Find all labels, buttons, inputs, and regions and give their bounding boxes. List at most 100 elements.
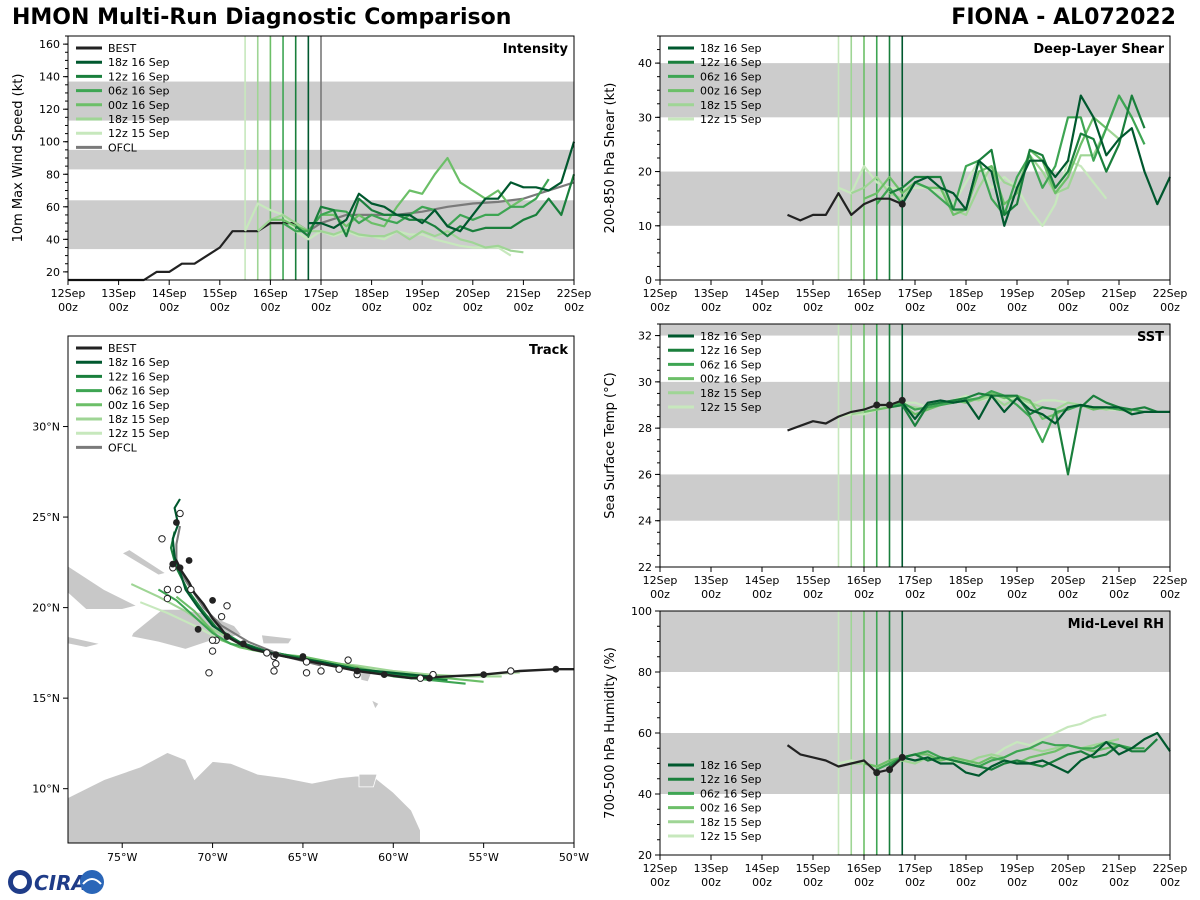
- threshold-band: [660, 324, 1170, 336]
- x-tick-label-day: 18Sep: [354, 287, 389, 300]
- y-tick-label: 28: [638, 422, 652, 435]
- land-trinidad: [358, 773, 378, 788]
- threshold-band: [660, 611, 1170, 672]
- track-position-marker: [176, 509, 184, 518]
- x-tick-label-hour: 00z: [1109, 301, 1129, 314]
- best-track-marker: [552, 665, 560, 673]
- x-tick-label-hour: 00z: [1007, 876, 1027, 889]
- y-axis-label: 700-500 hPa Humidity (%): [603, 647, 618, 819]
- y-tick-label: 160: [39, 38, 60, 51]
- legend-label-00z-16-sep: 00z 16 Sep: [700, 85, 762, 98]
- x-tick-label-hour: 00z: [1007, 301, 1027, 314]
- legend-label-00z-16-sep: 00z 16 Sep: [108, 99, 170, 112]
- x-tick-label-hour: 00z: [650, 301, 670, 314]
- x-tick-label-hour: 00z: [1058, 588, 1078, 601]
- x-tick-label-hour: 00z: [362, 301, 382, 314]
- best-track-marker: [353, 667, 361, 675]
- x-tick-label-day: 19Sep: [1000, 574, 1035, 587]
- x-tick-label-hour: 00z: [1058, 876, 1078, 889]
- legend-label-06z-16-sep: 06z 16 Sep: [700, 70, 762, 83]
- x-tick-label-hour: 00z: [956, 876, 976, 889]
- plot-frame: [67, 335, 575, 844]
- x-tick-label-hour: 00z: [803, 876, 823, 889]
- x-tick-label-day: 15Sep: [202, 287, 237, 300]
- land-martinique: [370, 699, 380, 710]
- x-tick-label-hour: 00z: [752, 876, 772, 889]
- best-track-marker: [223, 633, 231, 640]
- x-tick-label-hour: 00z: [564, 301, 584, 314]
- series-06z-16-sep: [282, 178, 550, 233]
- best-track-marker: [426, 674, 433, 682]
- storm-id-title: FIONA - AL072022: [951, 5, 1176, 30]
- track-map-layer: [68, 498, 574, 843]
- y-tick-label: 20: [46, 266, 60, 279]
- legend-label-12z-16-sep: 12z 16 Sep: [700, 56, 762, 69]
- track-position-marker: [205, 669, 213, 677]
- track-position-marker: [263, 649, 271, 657]
- y-tick-label: 100: [631, 605, 652, 618]
- best-marker: [886, 401, 893, 409]
- x-tick-label-hour: 00z: [803, 301, 823, 314]
- x-tick-label-hour: 00z: [701, 588, 721, 601]
- legend-label-ofcl: OFCL: [108, 441, 138, 454]
- x-tick-label-hour: 00z: [956, 301, 976, 314]
- y-tick-label: 40: [638, 57, 652, 70]
- panel-title: Track: [529, 343, 568, 358]
- best-track-marker: [169, 560, 177, 568]
- x-tick-label-hour: 00z: [311, 301, 331, 314]
- best-track-marker: [239, 640, 247, 648]
- track-position-marker: [302, 658, 311, 666]
- land-south-america: [68, 752, 421, 843]
- series-12z-16-sep: [889, 392, 1158, 476]
- x-tick-label-day: 18Sep: [949, 574, 984, 587]
- x-tick-label-hour: 00z: [650, 876, 670, 889]
- track-position-marker: [158, 535, 166, 543]
- y-tick-label: 26: [638, 468, 652, 481]
- x-tick-label-hour: 00z: [1160, 876, 1180, 889]
- track-position-marker: [187, 585, 195, 594]
- legend-label-18z-16-sep: 18z 16 Sep: [700, 759, 762, 772]
- x-tick-label: 60°W: [378, 851, 408, 864]
- x-tick-label-day: 16Sep: [847, 574, 882, 587]
- x-tick-label-hour: 00z: [1058, 301, 1078, 314]
- panel-title: Deep-Layer Shear: [1033, 42, 1164, 57]
- track-position-marker: [270, 667, 278, 675]
- legend-label-12z-15-sep: 12z 15 Sep: [108, 427, 170, 440]
- x-tick-label-hour: 00z: [58, 301, 78, 314]
- x-tick-label-day: 20Sep: [1051, 862, 1086, 875]
- legend-label-best: BEST: [108, 42, 136, 55]
- x-tick-label-hour: 00z: [463, 301, 483, 314]
- x-tick-label-hour: 00z: [905, 301, 925, 314]
- series-18z-16-sep: [901, 94, 1171, 227]
- series-18z-16-sep: [308, 141, 576, 233]
- y-tick-label: 10°N: [32, 783, 60, 796]
- x-tick-label-hour: 00z: [701, 876, 721, 889]
- y-tick-label: 60: [638, 727, 652, 740]
- x-tick-label-hour: 00z: [701, 301, 721, 314]
- x-tick-label-day: 12Sep: [643, 862, 678, 875]
- legend-label-18z-16-sep: 18z 16 Sep: [700, 330, 762, 343]
- panel-title: SST: [1137, 330, 1164, 345]
- legend-label-00z-16-sep: 00z 16 Sep: [108, 399, 170, 412]
- best-marker: [873, 401, 881, 409]
- x-tick-label-hour: 00z: [514, 301, 534, 314]
- legend-label-12z-16-sep: 12z 16 Sep: [108, 70, 170, 83]
- x-tick-label-day: 17Sep: [898, 574, 933, 587]
- legend-label-18z-16-sep: 18z 16 Sep: [108, 56, 170, 69]
- series-06z-16-sep: [875, 94, 1146, 216]
- rh-panel: 2040608010012Sep00z13Sep00z14Sep00z15Sep…: [603, 605, 1187, 889]
- y-tick-label: 20: [638, 166, 652, 179]
- logo-text: CIRA: [34, 871, 87, 895]
- track-position-marker: [272, 660, 280, 668]
- best-track-marker: [194, 625, 202, 633]
- x-tick-label: 75°W: [107, 851, 137, 864]
- track-position-marker: [223, 602, 231, 610]
- x-tick-label-day: 20Sep: [455, 287, 490, 300]
- y-tick-label: 15°N: [32, 692, 60, 705]
- x-tick-label-hour: 00z: [752, 301, 772, 314]
- track-position-marker: [317, 667, 325, 675]
- best-marker: [898, 396, 906, 404]
- x-tick-label-day: 15Sep: [796, 862, 831, 875]
- y-tick-label: 30: [638, 111, 652, 124]
